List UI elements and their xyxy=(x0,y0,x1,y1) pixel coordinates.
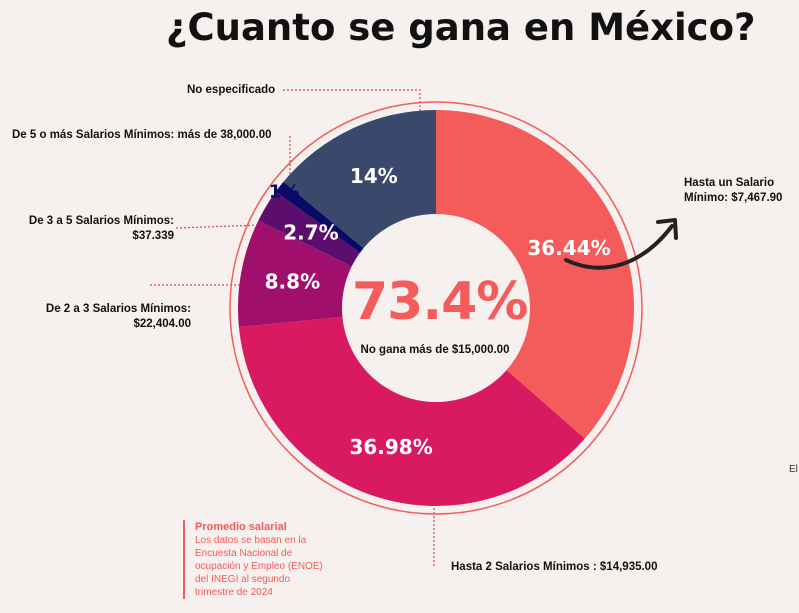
center-caption: No gana más de $15,000.00 xyxy=(360,344,510,356)
value-label: 36.98% xyxy=(349,435,432,459)
label-dos-a-tres: De 2 a 3 Salarios Mínimos: $22,404.00 xyxy=(30,302,191,332)
value-label: 2.7% xyxy=(283,221,338,245)
label-tres-a-cinco: De 3 a 5 Salarios Mínimos: $37.339 xyxy=(14,214,174,244)
label-hasta-un-salario: Hasta un Salario Mínimo: $7,467.90 xyxy=(684,176,782,206)
leader-line xyxy=(175,223,291,229)
outer-ring xyxy=(229,101,643,515)
label-hasta-un-line2: Mínimo: $7,467.90 xyxy=(684,192,783,204)
source-note-body: Los datos se basan en la Encuesta Nacion… xyxy=(195,535,323,598)
slice-labels: 36.44% 36.98% 8.8% 2.7% 1% 14% xyxy=(265,164,611,459)
slice-hasta-un-salario xyxy=(436,110,634,439)
label-dos-a-tres-line1: De 2 a 3 Salarios Mínimos: xyxy=(45,303,191,315)
edge-text: El xyxy=(789,464,798,475)
value-label: 1% xyxy=(269,181,300,202)
label-dos-a-tres-line2: $22,404.00 xyxy=(133,318,191,330)
label-tres-a-cinco-line2: $37.339 xyxy=(132,230,174,242)
center-value: 73.4% xyxy=(352,272,528,332)
value-label: 36.44% xyxy=(527,236,610,260)
arrow-head-icon xyxy=(656,218,678,240)
value-label: 8.8% xyxy=(265,270,320,294)
label-cinco-o-mas: De 5 o más Salarios Mínimos: más de 38,0… xyxy=(12,129,272,141)
label-tres-a-cinco-line1: De 3 a 5 Salarios Mínimos: xyxy=(28,215,174,227)
label-hasta-dos: Hasta 2 Salarios Mínimos : $14,935.00 xyxy=(451,561,658,573)
chart-title: ¿Cuanto se gana en México? xyxy=(166,6,756,49)
label-hasta-un-line1: Hasta un Salario xyxy=(684,177,775,189)
source-note-title: Promedio salarial xyxy=(195,521,287,533)
donut-hole xyxy=(342,214,530,402)
value-label: 14% xyxy=(350,164,398,188)
source-note: Promedio salarial Los datos se basan en … xyxy=(183,520,330,599)
arrow-icon xyxy=(564,224,674,270)
label-no-especificado: No especificado xyxy=(187,84,276,96)
slice-hasta-dos xyxy=(238,308,585,506)
